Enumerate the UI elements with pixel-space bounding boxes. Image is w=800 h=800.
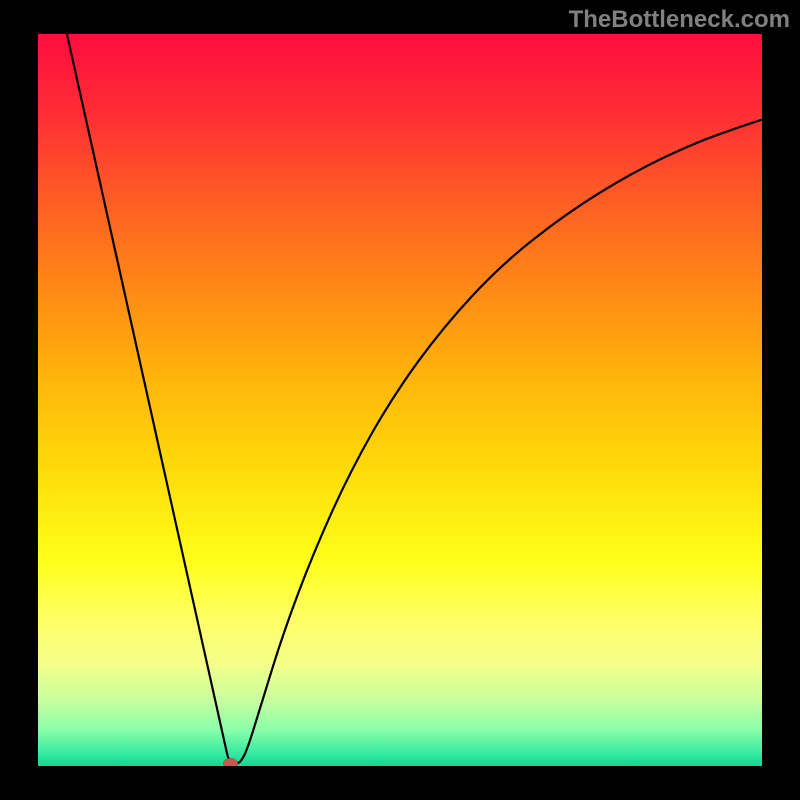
watermark-text: TheBottleneck.com [569, 6, 790, 34]
gradient-background [38, 34, 762, 766]
plot-area [38, 34, 762, 766]
chart-svg [38, 34, 762, 766]
